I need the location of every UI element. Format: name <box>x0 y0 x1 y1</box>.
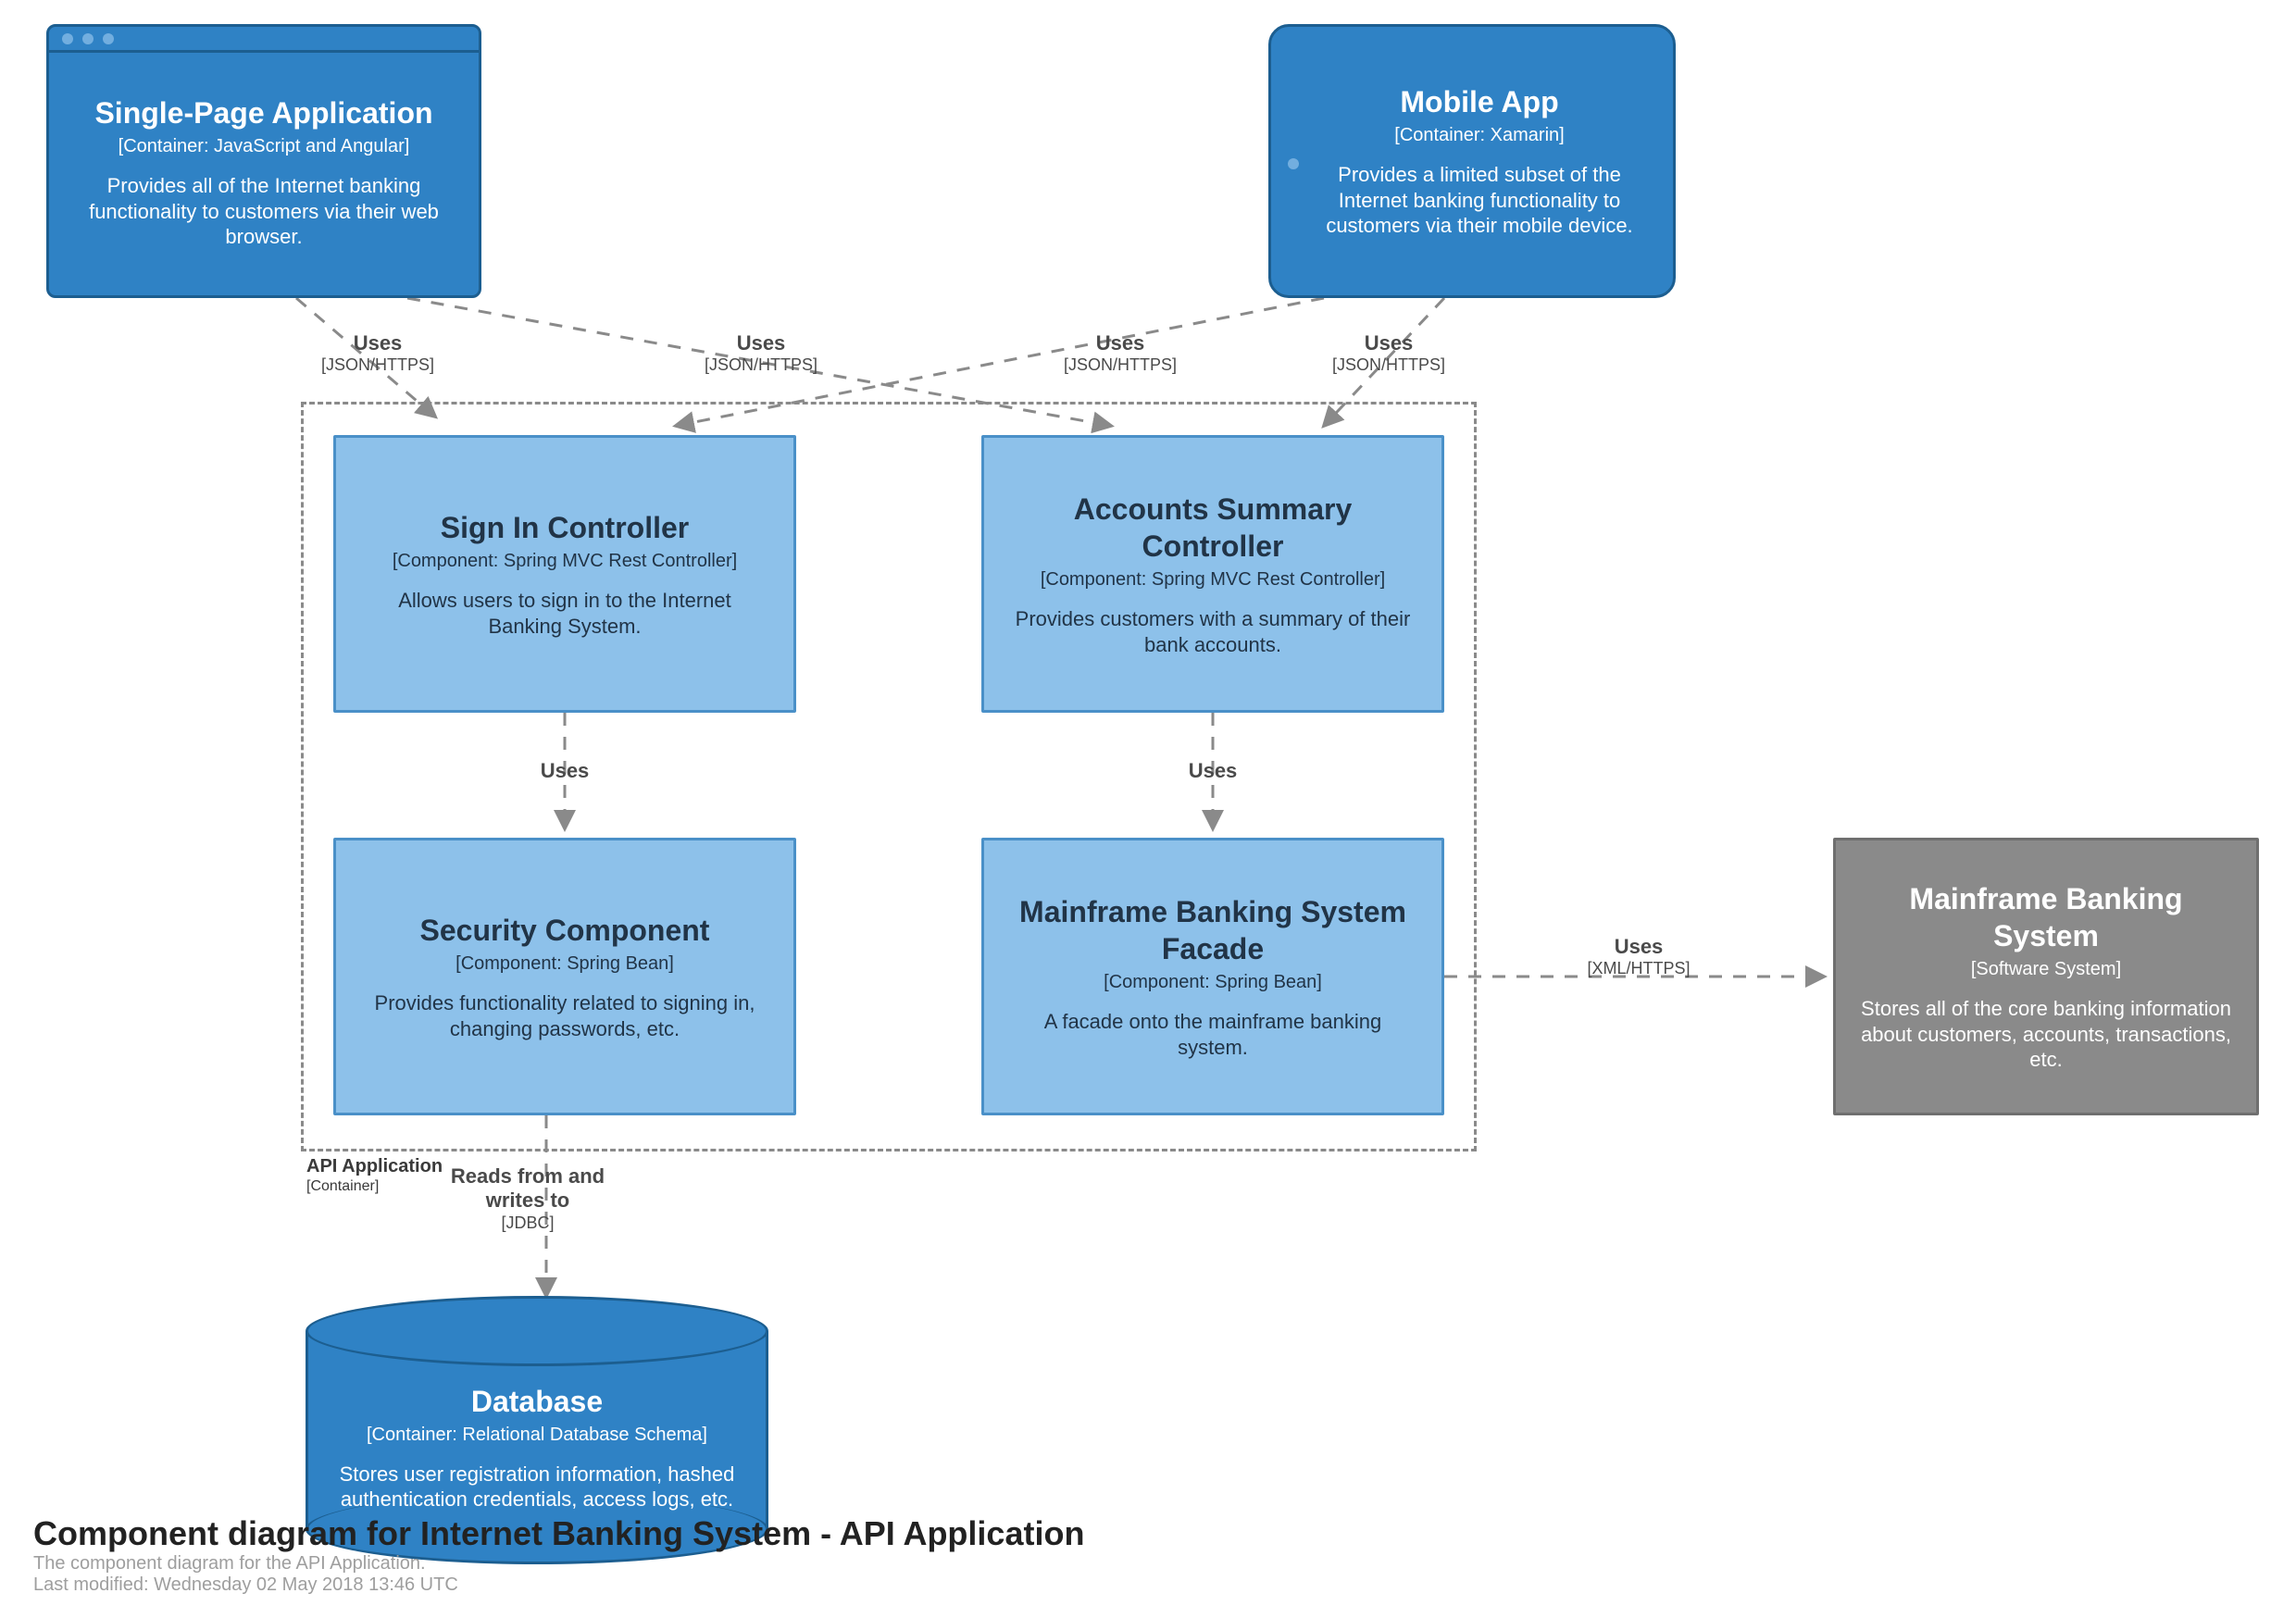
edge-label-signin-security: Uses <box>541 759 590 783</box>
node-desc: Stores user registration information, ha… <box>337 1462 737 1512</box>
diagram-title: Component diagram for Internet Banking S… <box>33 1514 1084 1553</box>
node-title: Mobile App <box>1400 83 1558 120</box>
node-title: Sign In Controller <box>441 509 689 546</box>
edge-label-text: Uses <box>1587 935 1690 959</box>
node-tech: [Container: Relational Database Schema] <box>367 1424 707 1447</box>
edge-label-text: Uses <box>541 759 590 783</box>
edge-label-security-db: Reads from andwrites to[JDBC] <box>451 1164 605 1233</box>
mainframe-facade-component: Mainframe Banking System Facade [Compone… <box>981 838 1444 1115</box>
window-dot-icon <box>103 33 114 44</box>
node-desc: Provides functionality related to signin… <box>360 990 769 1041</box>
group-name: API Application <box>306 1155 443 1177</box>
node-title: Mainframe Banking System Facade <box>1008 893 1417 967</box>
node-title: Security Component <box>420 912 710 949</box>
node-title: Mainframe Banking System <box>1860 880 2232 954</box>
edge-tech-text: [JSON/HTTPS] <box>1064 355 1177 376</box>
edge-tech-text: [JSON/HTTPS] <box>321 355 434 376</box>
diagram-subtitle: The component diagram for the API Applic… <box>33 1553 1084 1574</box>
single-page-application-container: Single-Page Application [Container: Java… <box>46 24 481 298</box>
node-title: Database <box>471 1383 603 1420</box>
node-tech: [Component: Spring MVC Rest Controller] <box>393 550 737 573</box>
edge-tech-text: [JDBC] <box>451 1214 605 1234</box>
node-tech: [Container: JavaScript and Angular] <box>119 135 410 158</box>
mobile-app-container: Mobile App [Container: Xamarin] Provides… <box>1268 24 1676 298</box>
window-dot-icon <box>82 33 94 44</box>
api-application-group-label: API Application [Container] <box>306 1155 443 1195</box>
edge-label-text: Reads from andwrites to <box>451 1164 605 1214</box>
node-desc: Stores all of the core banking informati… <box>1860 996 2232 1073</box>
accounts-summary-controller-component: Accounts Summary Controller [Component: … <box>981 435 1444 713</box>
mainframe-banking-system-external: Mainframe Banking System [Software Syste… <box>1833 838 2259 1115</box>
node-title: Single-Page Application <box>94 94 432 131</box>
security-component: Security Component [Component: Spring Be… <box>333 838 796 1115</box>
edge-tech-text: [JSON/HTTPS] <box>705 355 817 376</box>
node-desc: Provides customers with a summary of the… <box>1008 606 1417 657</box>
node-title: Accounts Summary Controller <box>1008 491 1417 565</box>
edge-label-spa-accounts: Uses[JSON/HTTPS] <box>705 331 817 376</box>
node-tech: [Component: Spring Bean] <box>455 952 674 976</box>
browser-chrome <box>49 27 479 53</box>
node-desc: A facade onto the mainframe banking syst… <box>1008 1009 1417 1060</box>
edge-label-mobile-signin: Uses[JSON/HTTPS] <box>1064 331 1177 376</box>
edge-label-facade-mainframe: Uses[XML/HTTPS] <box>1587 935 1690 979</box>
edge-label-text: Uses <box>1064 331 1177 355</box>
diagram-footer: Component diagram for Internet Banking S… <box>33 1514 1084 1596</box>
node-tech: [Container: Xamarin] <box>1394 124 1564 147</box>
edge-tech-text: [JSON/HTTPS] <box>1332 355 1445 376</box>
edge-label-spa-signin: Uses[JSON/HTTPS] <box>321 331 434 376</box>
edge-label-text: Uses <box>1189 759 1238 783</box>
edge-label-text: Uses <box>1332 331 1445 355</box>
edge-label-text: Uses <box>705 331 817 355</box>
mobile-home-dot-icon <box>1288 158 1299 169</box>
window-dot-icon <box>62 33 73 44</box>
edge-label-accounts-facade: Uses <box>1189 759 1238 783</box>
node-tech: [Component: Spring Bean] <box>1104 971 1322 994</box>
node-desc: Provides all of the Internet banking fun… <box>73 173 455 250</box>
sign-in-controller-component: Sign In Controller [Component: Spring MV… <box>333 435 796 713</box>
edge-label-mobile-accounts: Uses[JSON/HTTPS] <box>1332 331 1445 376</box>
node-desc: Provides a limited subset of the Interne… <box>1314 162 1645 239</box>
edge-label-text: Uses <box>321 331 434 355</box>
node-tech: [Software System] <box>1971 958 2121 981</box>
edge-tech-text: [XML/HTTPS] <box>1587 959 1690 979</box>
group-tech: [Container] <box>306 1177 443 1195</box>
node-desc: Allows users to sign in to the Internet … <box>360 588 769 639</box>
node-tech: [Component: Spring MVC Rest Controller] <box>1041 568 1385 591</box>
diagram-modified: Last modified: Wednesday 02 May 2018 13:… <box>33 1574 1084 1596</box>
